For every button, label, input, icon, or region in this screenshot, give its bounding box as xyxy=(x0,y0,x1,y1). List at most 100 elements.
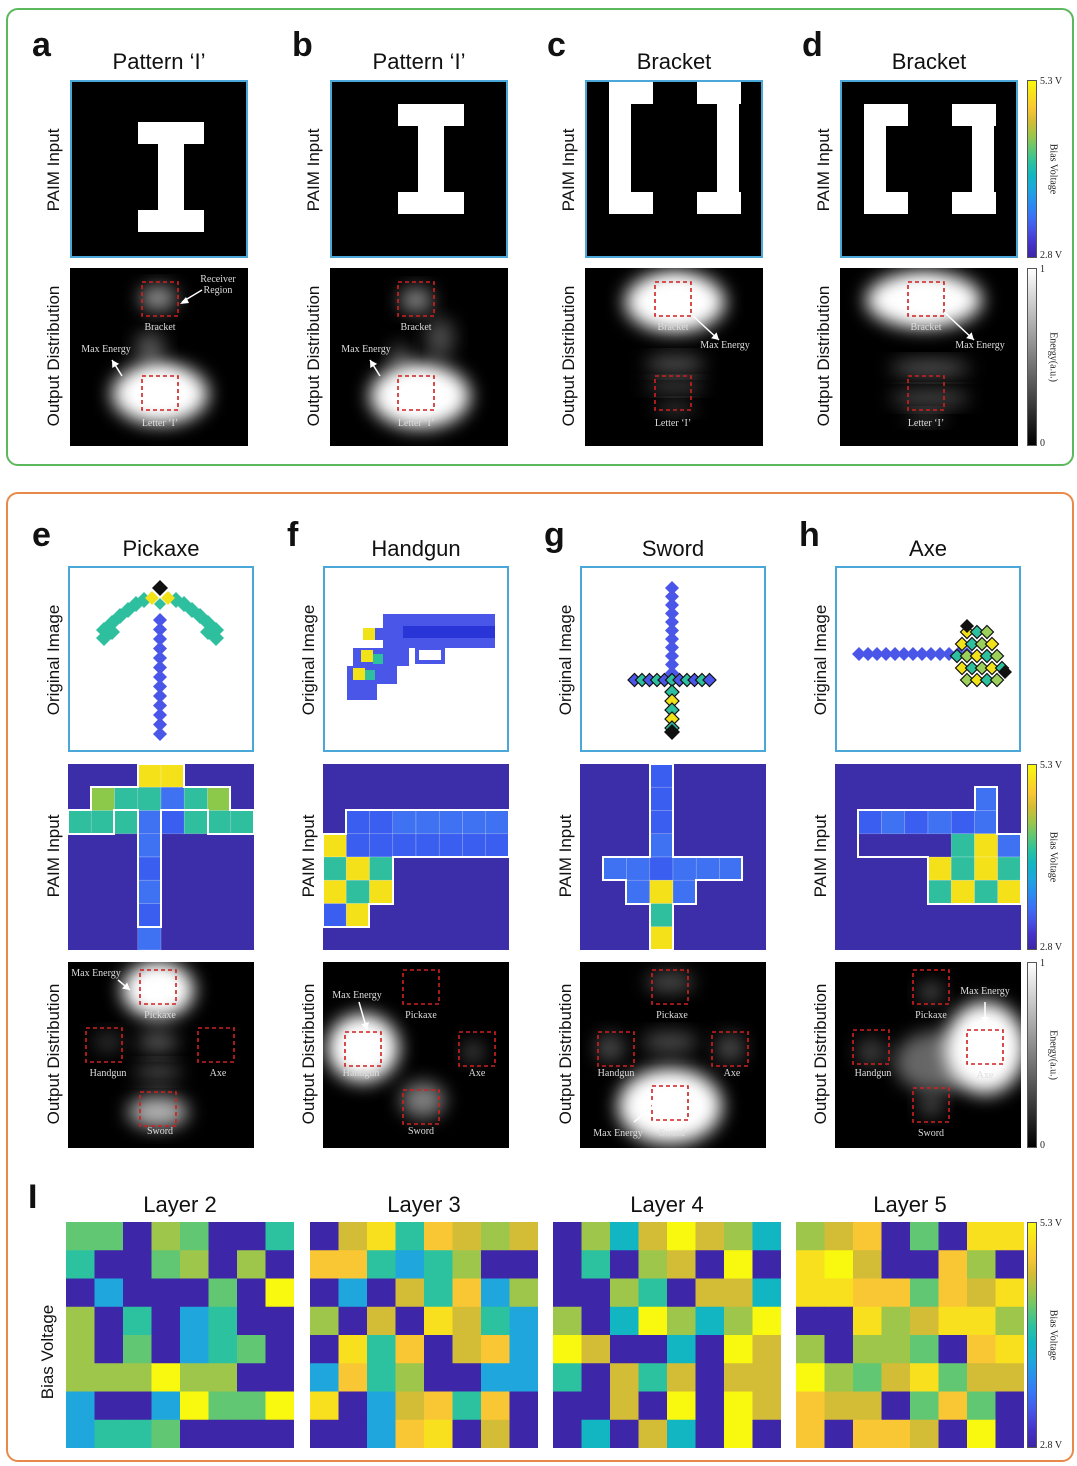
colorbar-energy-mid-axis-label: Energy(a.u.) xyxy=(1047,1030,1059,1080)
layer-cell xyxy=(237,1250,266,1279)
colorbar-bias-top xyxy=(1027,80,1037,258)
output-h-receiver-box xyxy=(852,1029,890,1065)
colorbar-bias-mid-top-label: 5.3 V xyxy=(1040,760,1063,771)
layer-cell xyxy=(237,1306,266,1336)
output-e-receiver-box xyxy=(85,1027,123,1063)
output-e-energy-blob xyxy=(140,974,176,1002)
layer-cell xyxy=(481,1363,510,1392)
layer-cell xyxy=(452,1222,482,1251)
layer-cell xyxy=(237,1363,266,1392)
layer-cell xyxy=(610,1419,639,1448)
layer-cell xyxy=(995,1419,1024,1448)
output-f-energy-blob xyxy=(463,1042,483,1062)
layer-cell xyxy=(938,1363,968,1392)
panel-letter-d: d xyxy=(802,26,823,64)
output-b-energy-blob xyxy=(400,288,432,312)
layer-cell xyxy=(208,1391,238,1421)
panel-title-e: Pickaxe xyxy=(122,536,200,561)
output-e-label: Axe xyxy=(210,1068,227,1079)
layer-cell xyxy=(395,1278,425,1308)
layer-cell xyxy=(581,1335,611,1364)
layer-cell xyxy=(367,1419,396,1448)
layer-cell xyxy=(338,1222,368,1251)
layer-cell xyxy=(995,1278,1024,1308)
output-g-receiver-box xyxy=(651,1085,689,1121)
layer-cell xyxy=(853,1391,882,1421)
original-image-g xyxy=(580,566,766,752)
layer-cell xyxy=(796,1278,825,1308)
layer-cell xyxy=(796,1391,825,1421)
output-g-label: Sword xyxy=(659,1128,685,1139)
paim-input-f xyxy=(323,764,509,950)
layer-cell xyxy=(638,1278,668,1308)
layer-cell xyxy=(881,1250,911,1279)
layer-cell xyxy=(367,1222,396,1251)
layer-cell xyxy=(796,1250,825,1279)
layer-cell xyxy=(452,1335,482,1364)
layer-cell xyxy=(424,1278,453,1308)
layer-cell xyxy=(265,1250,294,1279)
layer-cell xyxy=(610,1278,639,1308)
output-g-energy-blob xyxy=(646,972,694,992)
layer-cell xyxy=(180,1363,209,1392)
layer-cell xyxy=(667,1222,696,1251)
output-d-receiver-box xyxy=(907,281,945,317)
paim-input-b xyxy=(330,80,508,258)
layer-cell xyxy=(638,1363,668,1392)
row-label-output-distribution: Output Distribution xyxy=(299,983,318,1125)
panel-letter-g: g xyxy=(544,516,565,554)
output-a-receiver-box xyxy=(141,281,179,317)
layer-cell xyxy=(967,1222,996,1251)
layer-cell xyxy=(395,1306,425,1336)
output-e-receiver-box xyxy=(139,1091,177,1127)
output-h-label: Sword xyxy=(918,1128,944,1139)
layer-cell xyxy=(265,1419,294,1448)
layer-2-heatmap xyxy=(66,1222,294,1448)
row-label-paim-input: PAIM Input xyxy=(814,128,833,212)
layer-cell xyxy=(509,1306,538,1336)
layer-cell xyxy=(796,1306,825,1336)
panel-letter-l: I xyxy=(28,1178,38,1216)
output-e-energy-blob xyxy=(128,1096,188,1128)
layer-cell xyxy=(752,1391,781,1421)
output-c-label: Bracket xyxy=(657,322,688,333)
layer-cell xyxy=(881,1419,911,1448)
layer-cell xyxy=(910,1306,939,1336)
output-h-energy-blob xyxy=(857,1038,885,1066)
layer-cell xyxy=(509,1335,538,1364)
layer-cell xyxy=(424,1306,453,1336)
layer-cell xyxy=(995,1363,1024,1392)
layer-cell xyxy=(509,1250,538,1279)
layer-cell xyxy=(581,1419,611,1448)
layer-cell xyxy=(695,1250,725,1279)
layer-cell xyxy=(824,1278,854,1308)
layer-cell xyxy=(452,1250,482,1279)
layer-4-heatmap xyxy=(553,1222,781,1448)
layer-cell xyxy=(610,1335,639,1364)
output-f-label: Pickaxe xyxy=(405,1010,437,1021)
layer-cell xyxy=(995,1306,1024,1336)
layer-cell xyxy=(967,1278,996,1308)
output-a-energy-blob xyxy=(138,372,182,408)
layer-cell xyxy=(237,1335,266,1364)
layer-cell xyxy=(824,1306,854,1336)
layer-cell xyxy=(310,1278,339,1308)
colorbar-bias-mid-bottom-label: 2.8 V xyxy=(1040,942,1063,953)
output-a-label: Letter ‘I’ xyxy=(142,418,178,429)
layer-cell xyxy=(66,1363,95,1392)
layer-cell xyxy=(424,1222,453,1251)
layer-cell xyxy=(338,1363,368,1392)
layer-cell xyxy=(180,1250,209,1279)
layer-title-4: Layer 4 xyxy=(630,1192,704,1217)
layer-cell xyxy=(452,1391,482,1421)
layer-cell xyxy=(265,1222,294,1251)
layer-cell xyxy=(310,1363,339,1392)
layer-cell xyxy=(180,1419,209,1448)
layer-cell xyxy=(151,1222,181,1251)
layer-cell xyxy=(553,1419,582,1448)
row-label-output-distribution: Output Distribution xyxy=(814,285,833,427)
output-c: Bracket Letter ‘I’ Max Energy xyxy=(585,268,763,446)
layer-cell xyxy=(724,1306,753,1336)
layer-cell xyxy=(581,1278,611,1308)
layer-cell xyxy=(66,1250,95,1279)
